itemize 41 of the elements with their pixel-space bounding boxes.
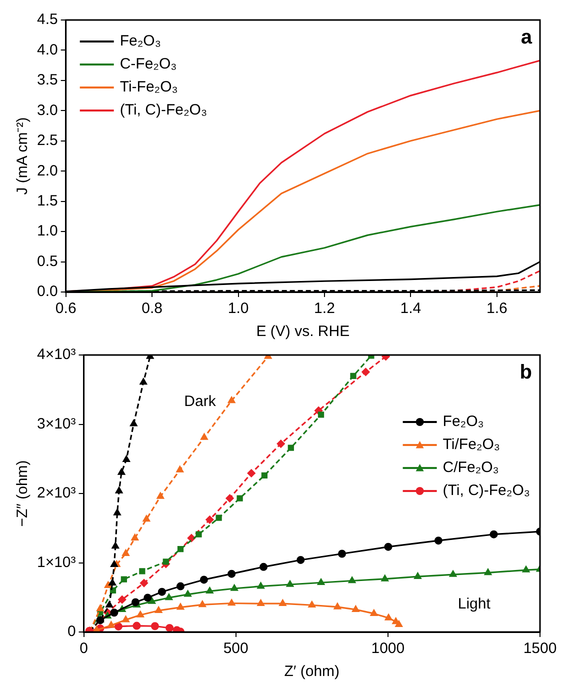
x-tick-label: 1.6 [486,300,508,318]
legend-label: (Ti, C)-Fe₂O₃ [442,482,530,500]
y-axis-title: J (mA cm⁻²) [14,117,32,195]
y-tick-label: 2.5 [36,132,58,150]
y-tick-label: 1.5 [36,192,58,210]
y-tick-label: 3.0 [36,102,58,119]
annotation: Dark [184,393,216,410]
y-tick-label: 1×10³ [36,554,76,571]
y-tick-label: 1.0 [36,222,58,240]
legend-label: C-Fe₂O₃ [120,56,177,73]
y-tick-label: 4.0 [36,41,58,58]
annotation: b [520,362,532,384]
x-axis-title: Z′ (ohm) [284,663,340,680]
legend-label: (Ti, C)-Fe₂O₃ [120,102,208,119]
legend-label: Fe₂O₃ [120,32,161,50]
y-tick-label: 0.0 [36,283,58,300]
legend-label: Ti-Fe₂O₃ [120,78,178,96]
legend-label: Ti/Fe₂O₃ [442,436,500,454]
x-tick-label: 0.8 [142,300,162,318]
y-tick-label: 4×10³ [36,346,76,364]
x-tick-label: 0.6 [55,300,76,318]
x-tick-label: 1.2 [314,300,335,318]
x-tick-label: 1.4 [400,300,422,318]
x-tick-label: 0 [80,640,88,658]
annotation: a [520,26,533,49]
y-tick-label: 2.0 [36,162,58,180]
x-tick-label: 500 [223,640,248,658]
x-axis-title: E (V) vs. RHE [256,323,350,340]
x-tick-label: 1.0 [228,300,249,318]
y-tick-label: 3×10³ [36,415,76,432]
y-axis-title: −Z″ (ohm) [14,460,32,527]
y-tick-label: 0.5 [36,252,58,270]
x-tick-label: 1000 [371,640,405,658]
x-tick-label: 1500 [523,640,557,658]
y-tick-label: 0 [67,623,76,640]
y-tick-label: 2×10³ [36,484,76,502]
y-tick-label: 3.5 [36,72,58,89]
legend-label: C/Fe₂O₃ [442,459,499,476]
legend-label: Fe₂O₃ [442,413,484,430]
y-tick-label: 4.5 [36,11,58,28]
annotation: Light [458,595,492,612]
